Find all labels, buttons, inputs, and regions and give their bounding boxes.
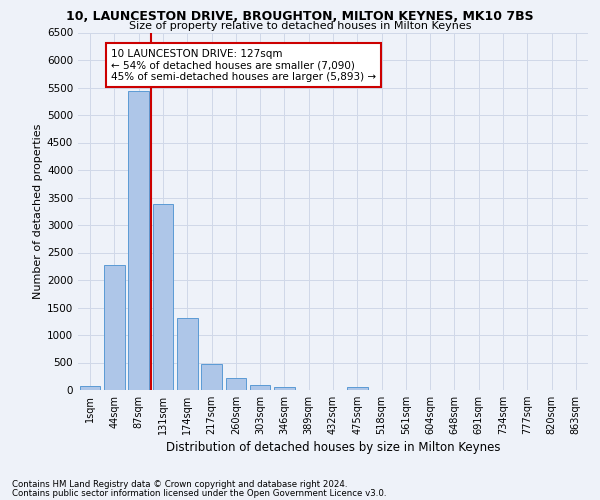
Bar <box>274 387 295 390</box>
Bar <box>201 364 222 390</box>
Text: 10 LAUNCESTON DRIVE: 127sqm
← 54% of detached houses are smaller (7,090)
45% of : 10 LAUNCESTON DRIVE: 127sqm ← 54% of det… <box>111 48 376 82</box>
Bar <box>226 378 246 390</box>
Y-axis label: Number of detached properties: Number of detached properties <box>33 124 43 299</box>
Bar <box>104 264 125 390</box>
Text: Contains public sector information licensed under the Open Government Licence v3: Contains public sector information licen… <box>12 489 386 498</box>
Bar <box>152 204 173 390</box>
X-axis label: Distribution of detached houses by size in Milton Keynes: Distribution of detached houses by size … <box>166 442 500 454</box>
Bar <box>177 318 197 390</box>
Bar <box>250 385 271 390</box>
Bar <box>80 386 100 390</box>
Bar <box>347 387 368 390</box>
Text: Contains HM Land Registry data © Crown copyright and database right 2024.: Contains HM Land Registry data © Crown c… <box>12 480 347 489</box>
Text: 10, LAUNCESTON DRIVE, BROUGHTON, MILTON KEYNES, MK10 7BS: 10, LAUNCESTON DRIVE, BROUGHTON, MILTON … <box>66 10 534 23</box>
Bar <box>128 91 149 390</box>
Text: Size of property relative to detached houses in Milton Keynes: Size of property relative to detached ho… <box>129 21 471 31</box>
